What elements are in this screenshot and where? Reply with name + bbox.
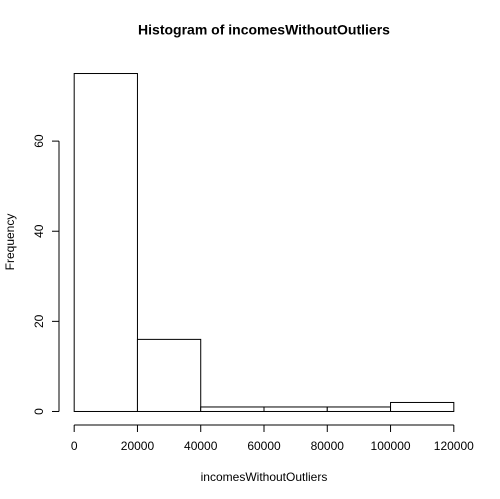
bar — [73, 73, 138, 412]
x-tick-label: 40000 — [184, 439, 218, 453]
y-axis-label: Frequency — [3, 214, 17, 271]
x-tick-label: 0 — [71, 439, 78, 453]
x-tick-label: 120000 — [434, 439, 474, 453]
bar — [390, 401, 455, 412]
bar — [263, 406, 328, 412]
x-tick-label: 80000 — [311, 439, 345, 453]
x-tick-label: 60000 — [247, 439, 281, 453]
x-tick-label: 20000 — [121, 439, 155, 453]
bar — [326, 406, 392, 412]
x-axis-label: incomesWithoutOutliers — [201, 470, 328, 484]
bar — [136, 338, 202, 412]
y-tick-label: 0 — [32, 408, 46, 415]
y-tick-label: 20 — [32, 314, 46, 328]
y-tick-label: 60 — [32, 134, 46, 148]
x-tick-label: 100000 — [371, 439, 411, 453]
chart-title: Histogram of incomesWithoutOutliers — [138, 22, 390, 38]
bar — [200, 406, 265, 412]
y-tick-label: 40 — [32, 224, 46, 238]
